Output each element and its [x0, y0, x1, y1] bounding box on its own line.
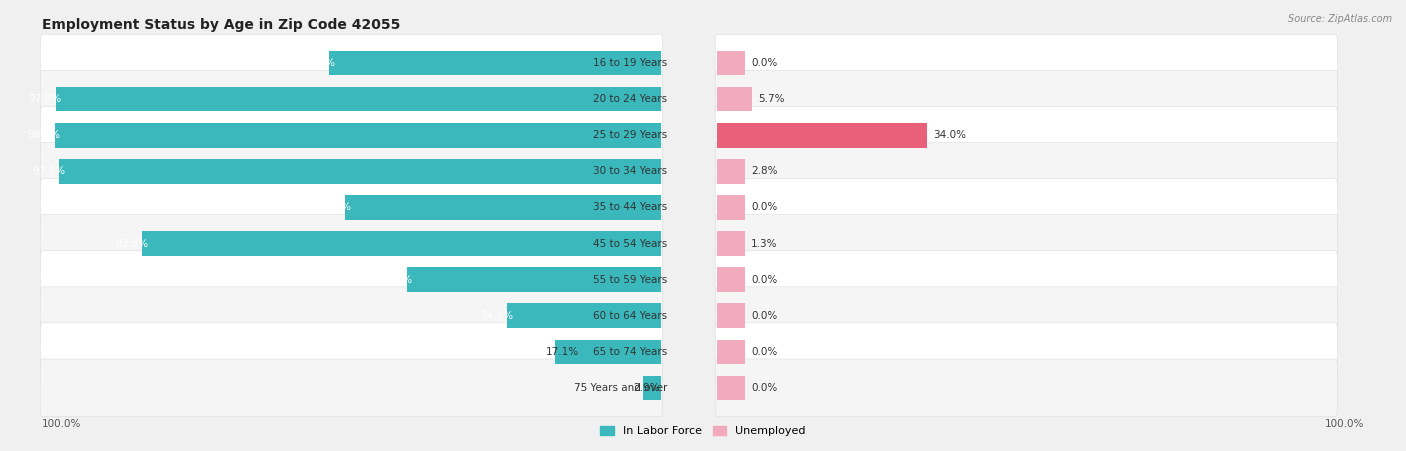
- Bar: [344, 195, 661, 220]
- Text: 17.1%: 17.1%: [546, 347, 579, 357]
- Text: 0.0%: 0.0%: [751, 347, 778, 357]
- Text: 2.9%: 2.9%: [634, 383, 659, 393]
- Text: 100.0%: 100.0%: [1324, 419, 1364, 429]
- Text: 45 to 54 Years: 45 to 54 Years: [593, 239, 666, 249]
- Bar: [717, 123, 928, 147]
- FancyBboxPatch shape: [41, 215, 662, 272]
- Bar: [506, 304, 661, 328]
- Text: 34.0%: 34.0%: [934, 130, 966, 140]
- Bar: [717, 195, 745, 220]
- Bar: [717, 87, 752, 111]
- FancyBboxPatch shape: [716, 34, 1337, 92]
- FancyBboxPatch shape: [716, 70, 1337, 128]
- Text: 53.6%: 53.6%: [302, 58, 336, 68]
- Bar: [59, 159, 661, 184]
- Text: 55 to 59 Years: 55 to 59 Years: [593, 275, 666, 285]
- FancyBboxPatch shape: [41, 359, 662, 417]
- Text: 97.3%: 97.3%: [32, 166, 65, 176]
- Text: 24.9%: 24.9%: [479, 311, 513, 321]
- FancyBboxPatch shape: [716, 323, 1337, 381]
- Text: 5.7%: 5.7%: [758, 94, 785, 104]
- Text: 16 to 19 Years: 16 to 19 Years: [593, 58, 666, 68]
- Text: 20 to 24 Years: 20 to 24 Years: [593, 94, 666, 104]
- FancyBboxPatch shape: [41, 143, 662, 200]
- FancyBboxPatch shape: [716, 179, 1337, 236]
- FancyBboxPatch shape: [716, 251, 1337, 308]
- Text: 30 to 34 Years: 30 to 34 Years: [593, 166, 666, 176]
- FancyBboxPatch shape: [41, 34, 662, 92]
- Text: 25 to 29 Years: 25 to 29 Years: [593, 130, 666, 140]
- Text: 98.0%: 98.0%: [28, 130, 60, 140]
- Text: 60 to 64 Years: 60 to 64 Years: [593, 311, 666, 321]
- Text: 0.0%: 0.0%: [751, 275, 778, 285]
- FancyBboxPatch shape: [41, 70, 662, 128]
- Bar: [717, 340, 745, 364]
- FancyBboxPatch shape: [41, 323, 662, 381]
- Bar: [643, 376, 661, 400]
- Bar: [717, 159, 745, 184]
- Bar: [555, 340, 661, 364]
- Text: 0.0%: 0.0%: [751, 58, 778, 68]
- Text: 65 to 74 Years: 65 to 74 Years: [593, 347, 666, 357]
- FancyBboxPatch shape: [716, 359, 1337, 417]
- FancyBboxPatch shape: [41, 251, 662, 308]
- Text: 0.0%: 0.0%: [751, 311, 778, 321]
- Text: 100.0%: 100.0%: [42, 419, 82, 429]
- FancyBboxPatch shape: [41, 287, 662, 345]
- FancyBboxPatch shape: [41, 179, 662, 236]
- Text: 35 to 44 Years: 35 to 44 Years: [593, 202, 666, 212]
- FancyBboxPatch shape: [716, 215, 1337, 272]
- FancyBboxPatch shape: [41, 106, 662, 164]
- Text: 0.0%: 0.0%: [751, 383, 778, 393]
- Text: 83.8%: 83.8%: [115, 239, 149, 249]
- Legend: In Labor Force, Unemployed: In Labor Force, Unemployed: [596, 422, 810, 441]
- Bar: [406, 267, 661, 292]
- FancyBboxPatch shape: [716, 287, 1337, 345]
- Text: Employment Status by Age in Zip Code 42055: Employment Status by Age in Zip Code 420…: [42, 18, 401, 32]
- Bar: [329, 51, 661, 75]
- Bar: [717, 231, 745, 256]
- Bar: [56, 87, 661, 111]
- Text: 41.1%: 41.1%: [380, 275, 413, 285]
- Text: 0.0%: 0.0%: [751, 202, 778, 212]
- Text: 51.1%: 51.1%: [318, 202, 352, 212]
- Text: 2.8%: 2.8%: [751, 166, 778, 176]
- Text: Source: ZipAtlas.com: Source: ZipAtlas.com: [1288, 14, 1392, 23]
- Bar: [717, 376, 745, 400]
- Bar: [55, 123, 661, 147]
- Text: 1.3%: 1.3%: [751, 239, 778, 249]
- FancyBboxPatch shape: [716, 106, 1337, 164]
- Bar: [717, 51, 745, 75]
- Text: 75 Years and over: 75 Years and over: [574, 383, 666, 393]
- Bar: [142, 231, 661, 256]
- Bar: [717, 304, 745, 328]
- Bar: [717, 267, 745, 292]
- Text: 97.8%: 97.8%: [30, 94, 62, 104]
- FancyBboxPatch shape: [716, 143, 1337, 200]
